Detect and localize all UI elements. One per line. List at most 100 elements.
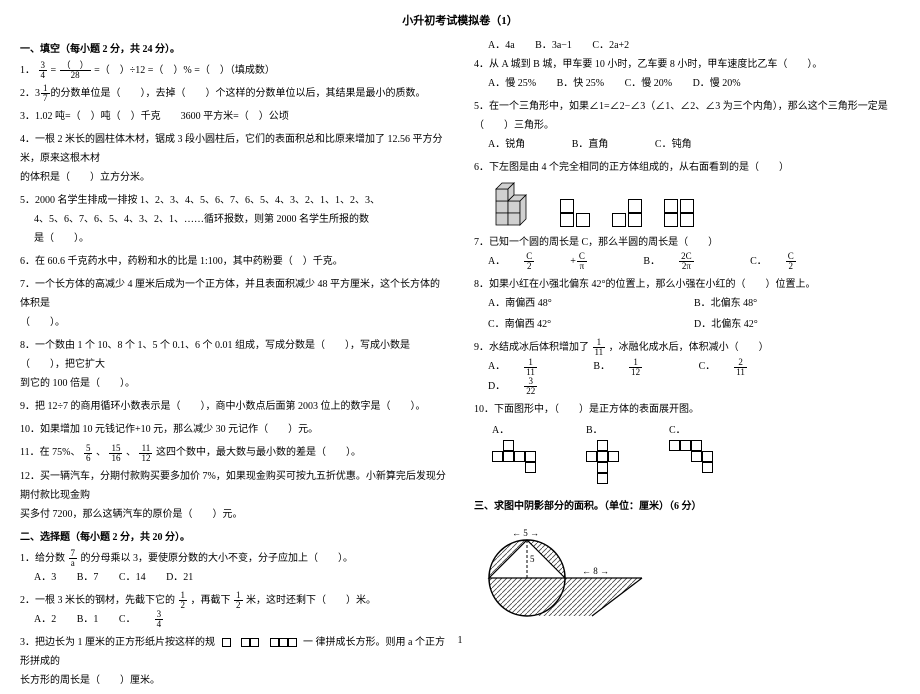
section3-heading: 三、求图中阴影部分的面积。（单位：厘米）（6 分） [474, 497, 900, 516]
opt-d: D．北偏东 42° [694, 315, 882, 334]
q1-7a: 7．一个长方体的高减少 4 厘米后成为一个正方体，并且表面积减少 48 平方厘米… [20, 275, 446, 313]
opt-b: B．快 25% [557, 74, 605, 93]
q1-7: 7．一个长方体的高减少 4 厘米后成为一个正方体，并且表面积减少 48 平方厘米… [20, 275, 446, 332]
q2-9a: 9．水结成冰后体积增加了 [474, 342, 589, 353]
q1-11b: 、 [96, 447, 106, 458]
opt-b: B．1 [77, 610, 99, 629]
q2-9b: ，冰融化成水后，体积减小（ ） [609, 342, 769, 353]
q1-8b: 到它的 100 倍是（ ）。 [20, 374, 446, 393]
option-squares-1 [560, 199, 590, 227]
q1-1-rest: =（ ）÷12 =（ ）% =（ ）（填成数） [94, 65, 275, 76]
opt-a: A．慢 25% [488, 74, 536, 93]
q1-4a: 4．一根 2 米长的圆柱体木材，锯成 3 段小圆柱后，它们的表面积总和比原来增加… [20, 130, 446, 168]
frac-15-16: 1516 [109, 444, 122, 463]
opt-c: C．钝角 [655, 135, 692, 154]
q1-4b: 的体积是（ ）立方分米。 [20, 168, 446, 187]
q2-8-options: A．南偏西 48° B．北偏东 48° C．南偏西 42° D．北偏东 42° [474, 294, 900, 334]
q1-11: 11．在 75%、 56 、 1516 、 1112 这四个数中，最大数与最小数… [20, 443, 446, 462]
q1-12a: 12．买一辆汽车，分期付款购买要多加价 7%，如果现金购买可按九五折优惠。小新算… [20, 467, 446, 505]
q2-3a: 3．把边长为 1 厘米的正方形纸片按这样的规 [20, 637, 215, 648]
q1-3: 3．1.02 吨=（ ）吨（ ）千克 3600 平方米=（ ）公顷 [20, 107, 446, 126]
opt-a: A．锐角 [488, 135, 525, 154]
q2-9: 9．水结成冰后体积增加了 111 ，冰融化成水后，体积减小（ ） A．111 B… [474, 338, 900, 396]
two-column-layout: 一、填空（每小题 2 分，共 24 分）。 1． 34 = （ ）28 =（ ）… [20, 36, 900, 694]
opt-b: B．7 [77, 568, 99, 587]
opt-b: B．直角 [572, 135, 609, 154]
q2-3c: 长方形的周长是（ ）厘米。 [20, 671, 446, 690]
q1-5b: 4、5、6、7、6、5、4、3、2、1、……循环报数，则第 2000 名学生所报… [20, 210, 446, 229]
opt-c: C．14 [119, 568, 146, 587]
q1-10: 10．如果增加 10 元钱记作+10 元，那么减少 30 元记作（ ）元。 [20, 420, 446, 439]
opt-a: A．111 [488, 357, 573, 376]
q2-8a: 8．如果小红在小强北偏东 42°的位置上，那么小强在小红的（ ）位置上。 [474, 275, 900, 294]
three-squares-icon [270, 638, 297, 647]
q1-12: 12．买一辆汽车，分期付款购买要多加价 7%，如果现金购买可按九五折优惠。小新算… [20, 467, 446, 524]
opt-c: C．211 [699, 357, 783, 376]
q2-2a: 2．一根 3 米长的钢材，先截下它的 [20, 595, 175, 606]
q1-1: 1． 34 = （ ）28 =（ ）÷12 =（ ）% =（ ）（填成数） [20, 61, 446, 80]
q2-3-options: A．4a B．3a−1 C．2a+2 [474, 36, 900, 55]
q1-11c: 、 [126, 447, 136, 458]
frac-1-2b: 12 [234, 591, 243, 610]
opt-c: C．2a+2 [592, 36, 629, 55]
frac-7-a: 7a [69, 549, 78, 568]
q1-8: 8．一个数由 1 个 10、8 个 1、5 个 0.1、6 个 0.01 组成，… [20, 336, 446, 393]
q2-2b: ，再截下 [191, 595, 231, 606]
svg-text:← 5 →: ← 5 → [512, 528, 539, 538]
q2-5a: 5．在一个三角形中，如果∠1=∠2−∠3（∠1、∠2、∠3 为三个内角），那么这… [474, 97, 900, 135]
opt-c: C．34 [119, 610, 199, 629]
q2-6a: 6．下左图是由 4 个完全相同的正方体组成的，从右面看到的是（ ） [474, 158, 900, 177]
q1-8a: 8．一个数由 1 个 10、8 个 1、5 个 0.1、6 个 0.01 组成，… [20, 336, 446, 374]
cubes-figure [492, 181, 900, 227]
frac-1-2a: 12 [179, 591, 188, 610]
opt-c: C．南偏西 42° [488, 315, 676, 334]
opt-d: D．322 [488, 377, 573, 396]
q2-1: 1．给分数 7a 的分母乘以 3，要使原分数的大小不变，分子应加上（ ）。 A．… [20, 549, 446, 587]
q1-2-a: 2．3 [20, 88, 40, 99]
q2-2c: 米，这时还剩下（ ）米。 [246, 595, 376, 606]
svg-text:← 8 →: ← 8 → [582, 566, 609, 576]
net-c: C． [669, 421, 713, 480]
q1-5c: 是（ ）。 [20, 229, 446, 248]
opt-c: C．慢 20% [625, 74, 673, 93]
q1-2-b: 的分数单位是（ ），去掉（ ）个这样的分数单位以后，其结果是最小的质数。 [51, 88, 426, 99]
opt-d: D．慢 20% [693, 74, 741, 93]
opt-b: B．北偏东 48° [694, 294, 882, 313]
left-column: 一、填空（每小题 2 分，共 24 分）。 1． 34 = （ ）28 =（ ）… [20, 36, 446, 694]
q2-2: 2．一根 3 米长的钢材，先截下它的 12 ，再截下 12 米，这时还剩下（ ）… [20, 591, 446, 629]
q1-11a: 11．在 75%、 [20, 447, 80, 458]
net-figures: A． B． C． [492, 421, 900, 491]
section2-heading: 二、选择题（每小题 2 分，共 20 分）。 [20, 528, 446, 547]
q2-5-options: A．锐角 B．直角 C．钝角 [474, 135, 900, 154]
frac-11-12: 1112 [139, 444, 152, 463]
q2-9-options: A．111 B．112 C．211 D．322 [474, 357, 900, 395]
q1-12b: 买多付 7200，那么这辆汽车的原价是（ ）元。 [20, 505, 446, 524]
q2-2-options: A．2 B．1 C．34 [20, 610, 446, 629]
opt-b: B．3a−1 [535, 36, 572, 55]
frac-1-7: 17 [41, 84, 50, 103]
opt-a: A．C2+Cπ [488, 252, 623, 271]
opt-d: D．21 [166, 568, 193, 587]
page-number: 1 [458, 635, 463, 646]
q2-10: 10．下面图形中，（ ）是正方体的表面展开图。 A． B． [474, 400, 900, 491]
right-column: A．4a B．3a−1 C．2a+2 4．从 A 城到 B 城，甲车要 10 小… [474, 36, 900, 694]
paper-title: 小升初考试模拟卷（1） [20, 12, 900, 28]
shaded-area-figure: ← 5 → 5 ← 8 → [482, 518, 652, 622]
two-squares-icon [241, 638, 259, 647]
q2-6: 6．下左图是由 4 个完全相同的正方体组成的，从右面看到的是（ ） [474, 158, 900, 227]
q2-7: 7．已知一个圆的周长是 C，那么半圆的周长是（ ） A．C2+Cπ B．2C2π… [474, 233, 900, 271]
q2-7a: 7．已知一个圆的周长是 C，那么半圆的周长是（ ） [474, 233, 900, 252]
opt-b: B．112 [593, 357, 678, 376]
opt-b: B．2C2π [643, 252, 729, 271]
q1-5: 5．2000 名学生排成一排按 1、2、3、4、5、6、7、6、5、4、3、2、… [20, 191, 446, 248]
option-squares-3 [664, 199, 694, 227]
frac-blank-28: （ ）28 [60, 61, 91, 80]
net-b: B． [586, 421, 619, 491]
q1-7b: （ ）。 [20, 313, 446, 332]
q2-10a: 10．下面图形中，（ ）是正方体的表面展开图。 [474, 400, 900, 419]
frac-3-4: 34 [155, 610, 182, 629]
cube-3d-icon [492, 181, 538, 227]
opt-a: A．南偏西 48° [488, 294, 676, 313]
frac-5-6: 56 [84, 444, 93, 463]
opt-c: C．C2 [750, 252, 832, 271]
